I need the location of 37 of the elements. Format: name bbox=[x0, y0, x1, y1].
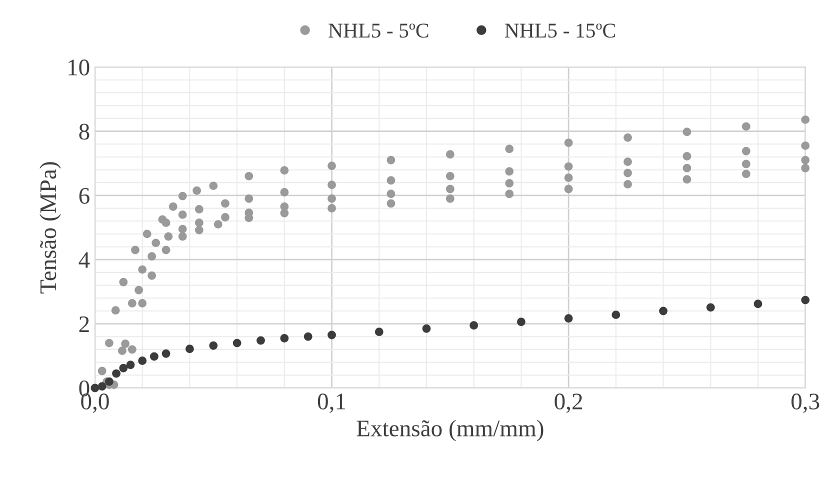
point bbox=[564, 314, 573, 323]
point bbox=[232, 338, 242, 348]
point bbox=[304, 332, 312, 341]
point bbox=[126, 360, 135, 370]
point bbox=[470, 321, 478, 330]
point bbox=[90, 384, 100, 392]
point bbox=[280, 334, 289, 342]
point bbox=[374, 328, 384, 336]
y-tick-label: 6 bbox=[79, 188, 90, 204]
point bbox=[659, 306, 668, 316]
x-tick-label: 0,2 bbox=[554, 394, 582, 413]
legend-label: NHL5 - 15ºC bbox=[504, 24, 615, 38]
point bbox=[150, 352, 158, 361]
y-tick-label: 2 bbox=[79, 316, 89, 332]
x-tick-label: 0,1 bbox=[318, 394, 346, 413]
point bbox=[138, 356, 147, 365]
point bbox=[112, 369, 121, 378]
point bbox=[209, 341, 218, 350]
y-tick-label: 10 bbox=[68, 60, 90, 76]
point bbox=[612, 310, 620, 320]
y-axis-title: Tensão (MPa) bbox=[40, 162, 61, 294]
point bbox=[119, 364, 128, 372]
point bbox=[185, 344, 194, 354]
point bbox=[516, 318, 526, 326]
point bbox=[706, 303, 715, 312]
point bbox=[801, 296, 810, 304]
legend-label: NHL5 - 5ºC bbox=[328, 24, 428, 38]
point bbox=[422, 324, 431, 333]
x-axis-title: Extensão (mm/mm) bbox=[356, 420, 544, 442]
point bbox=[98, 382, 106, 391]
x-tick-label: 0,3 bbox=[791, 394, 820, 413]
point bbox=[754, 300, 762, 308]
point bbox=[328, 330, 336, 340]
y-tick-label: 4 bbox=[78, 252, 90, 268]
point bbox=[256, 336, 265, 345]
point bbox=[162, 349, 170, 358]
y-tick-label: 8 bbox=[79, 124, 90, 140]
